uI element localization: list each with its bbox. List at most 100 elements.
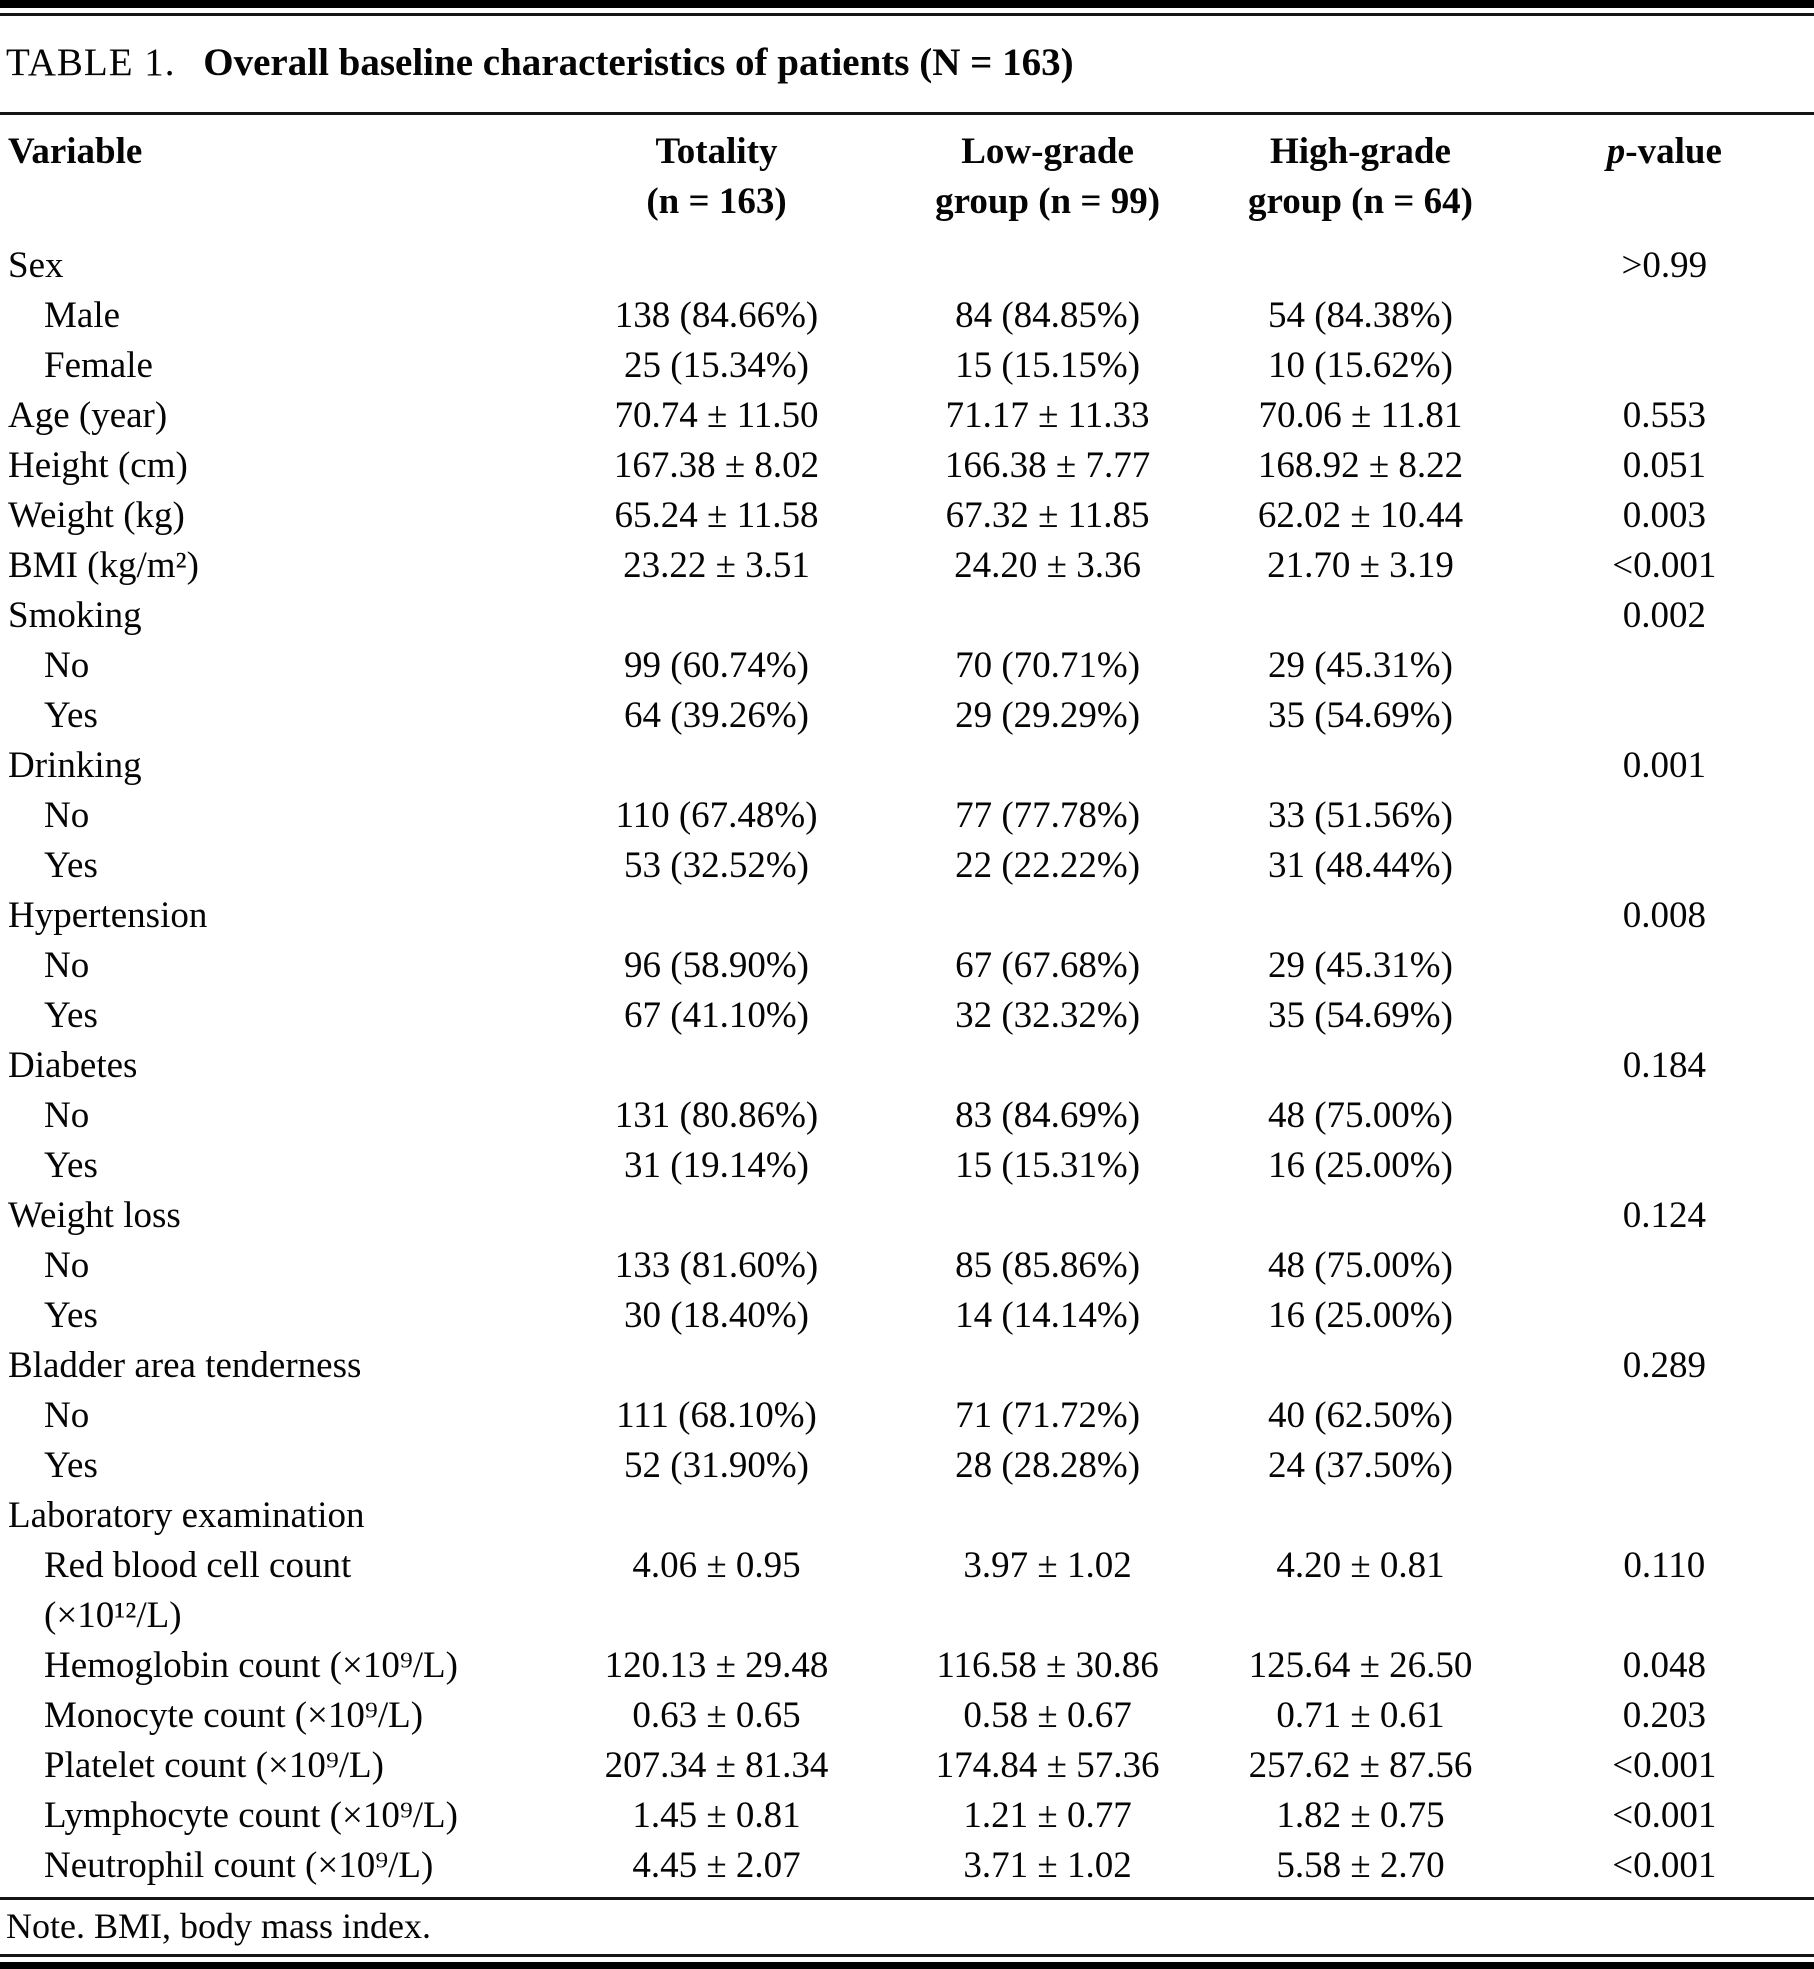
row-variable-label: No xyxy=(44,645,90,686)
low-grade-value: 28 (28.28%) xyxy=(955,1445,1141,1486)
low-grade-value xyxy=(889,1341,1206,1391)
high-grade-value xyxy=(1206,1041,1514,1091)
p-value-cell xyxy=(1515,841,1814,891)
totality-value: 0.63 ± 0.65 xyxy=(632,1695,801,1736)
p-value-cell xyxy=(1515,1291,1814,1341)
row-variable-label: Male xyxy=(44,295,121,336)
table-row: No 99 (60.74%) 70 (70.71%) 29 (45.31%) xyxy=(0,641,1814,691)
row-variable-label: Drinking xyxy=(8,745,142,786)
header-high-grade-group: High-grade group (n = 64) xyxy=(1247,131,1473,222)
p-value-cell: 0.289 xyxy=(1622,1345,1706,1386)
low-grade-value xyxy=(889,741,1206,791)
header-totality: Totality (n = 163) xyxy=(646,131,787,222)
p-value-cell: 0.553 xyxy=(1622,395,1706,436)
totality-value: 133 (81.60%) xyxy=(614,1245,819,1286)
totality-value xyxy=(544,241,889,291)
low-grade-value: 14 (14.14%) xyxy=(955,1295,1141,1336)
row-variable-label: BMI (kg/m²) xyxy=(8,545,199,586)
row-variable-label: No xyxy=(44,945,90,986)
high-grade-value xyxy=(1206,891,1514,941)
high-grade-value: 24 (37.50%) xyxy=(1267,1445,1453,1486)
low-grade-value: 15 (15.31%) xyxy=(955,1145,1141,1186)
row-variable-label: No xyxy=(44,1095,90,1136)
row-variable-label: No xyxy=(44,1245,90,1286)
low-grade-value: 174.84 ± 57.36 xyxy=(935,1745,1160,1786)
table-row: Age (year) 70.74 ± 11.50 71.17 ± 11.33 7… xyxy=(0,391,1814,441)
low-grade-value: 32 (32.32%) xyxy=(955,995,1141,1036)
high-grade-value: 35 (54.69%) xyxy=(1267,695,1453,736)
totality-value: 167.38 ± 8.02 xyxy=(613,445,820,486)
low-grade-value xyxy=(889,1191,1206,1241)
table-row: Sex >0.99 xyxy=(0,241,1814,291)
low-grade-value: 67 (67.68%) xyxy=(955,945,1141,986)
table-row: No 111 (68.10%) 71 (71.72%) 40 (62.50%) xyxy=(0,1391,1814,1441)
top-rule-thin xyxy=(0,13,1814,16)
p-value-cell: 0.008 xyxy=(1622,895,1706,936)
low-grade-value: 22 (22.22%) xyxy=(955,845,1141,886)
row-variable-label: Platelet count (×10⁹/L) xyxy=(44,1745,384,1786)
high-grade-value: 29 (45.31%) xyxy=(1267,645,1453,686)
low-grade-value: 166.38 ± 7.77 xyxy=(944,445,1151,486)
high-grade-value: 10 (15.62%) xyxy=(1267,345,1453,386)
p-value-cell xyxy=(1515,641,1814,691)
totality-value xyxy=(544,591,889,641)
high-grade-value xyxy=(1206,1191,1514,1241)
high-grade-value xyxy=(1206,741,1514,791)
table-row: Smoking 0.002 xyxy=(0,591,1814,641)
totality-value: 4.06 ± 0.95 xyxy=(632,1545,801,1586)
table-row: Laboratory examination xyxy=(0,1491,1814,1541)
row-variable-label: Sex xyxy=(8,245,64,286)
row-variable-label: Smoking xyxy=(8,595,142,636)
table-row: Height (cm) 167.38 ± 8.02 166.38 ± 7.77 … xyxy=(0,441,1814,491)
note-rule xyxy=(0,1897,1814,1900)
low-grade-value xyxy=(889,1491,1206,1541)
table-title-text: Overall baseline characteristics of pati… xyxy=(203,41,1074,84)
p-value-cell xyxy=(1515,291,1814,341)
totality-value: 96 (58.90%) xyxy=(624,945,809,986)
low-grade-value: 71.17 ± 11.33 xyxy=(945,395,1150,436)
table-row: Neutrophil count (×10⁹/L) 4.45 ± 2.07 3.… xyxy=(0,1841,1814,1891)
p-value-cell: 0.110 xyxy=(1623,1545,1706,1586)
row-variable-label: Yes xyxy=(44,845,98,886)
row-variable-label: Weight (kg) xyxy=(8,495,185,536)
low-grade-value: 77 (77.78%) xyxy=(955,795,1141,836)
high-grade-value: 31 (48.44%) xyxy=(1267,845,1453,886)
table-row: Male 138 (84.66%) 84 (84.85%) 54 (84.38%… xyxy=(0,291,1814,341)
table-row: No 110 (67.48%) 77 (77.78%) 33 (51.56%) xyxy=(0,791,1814,841)
p-value-cell: <0.001 xyxy=(1612,1845,1717,1886)
low-grade-value xyxy=(889,1041,1206,1091)
low-grade-value: 70 (70.71%) xyxy=(955,645,1141,686)
low-grade-value: 29 (29.29%) xyxy=(955,695,1141,736)
table-row: Diabetes 0.184 xyxy=(0,1041,1814,1091)
p-value-cell: 0.124 xyxy=(1622,1195,1706,1236)
table-row: Yes 64 (39.26%) 29 (29.29%) 35 (54.69%) xyxy=(0,691,1814,741)
row-variable-label: Female xyxy=(44,345,153,386)
totality-value xyxy=(544,1491,889,1541)
table-row: Female 25 (15.34%) 15 (15.15%) 10 (15.62… xyxy=(0,341,1814,391)
totality-value: 70.74 ± 11.50 xyxy=(614,395,819,436)
totality-value: 131 (80.86%) xyxy=(614,1095,819,1136)
high-grade-value: 62.02 ± 10.44 xyxy=(1257,495,1464,536)
row-variable-label: Weight loss xyxy=(8,1195,181,1236)
table-row: Drinking 0.001 xyxy=(0,741,1814,791)
table-row: Monocyte count (×10⁹/L) 0.63 ± 0.65 0.58… xyxy=(0,1691,1814,1741)
totality-value: 53 (32.52%) xyxy=(624,845,809,886)
p-value-cell xyxy=(1515,1441,1814,1491)
row-variable-label: Yes xyxy=(44,995,98,1036)
header-low-grade-group: Low-grade group (n = 99) xyxy=(935,131,1161,222)
table-row: Lymphocyte count (×10⁹/L) 1.45 ± 0.81 1.… xyxy=(0,1791,1814,1841)
row-variable-label: Red blood cell count (×10¹²/L) xyxy=(44,1545,352,1636)
totality-value: 30 (18.40%) xyxy=(624,1295,809,1336)
totality-value xyxy=(544,891,889,941)
table-row: No 96 (58.90%) 67 (67.68%) 29 (45.31%) xyxy=(0,941,1814,991)
totality-value xyxy=(544,1191,889,1241)
row-variable-label: Age (year) xyxy=(8,395,168,436)
high-grade-value xyxy=(1206,1341,1514,1391)
row-variable-label: Yes xyxy=(44,1445,98,1486)
low-grade-value: 0.58 ± 0.67 xyxy=(963,1695,1132,1736)
row-variable-label: Hypertension xyxy=(8,895,208,936)
low-grade-value: 3.71 ± 1.02 xyxy=(963,1845,1132,1886)
p-value-cell xyxy=(1515,691,1814,741)
low-grade-value xyxy=(889,241,1206,291)
